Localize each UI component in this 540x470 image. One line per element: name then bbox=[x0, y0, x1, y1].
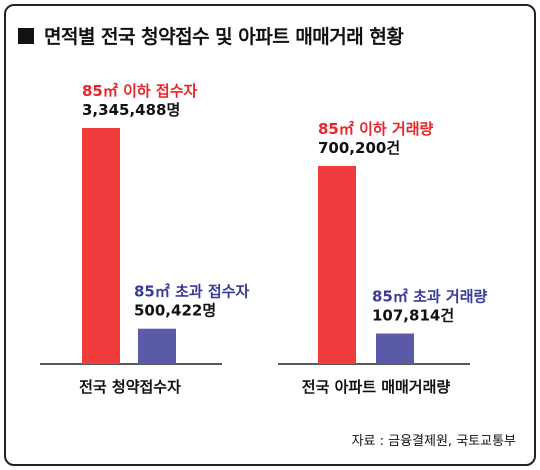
value-label: 500,422명 bbox=[134, 302, 216, 320]
bar-le85 bbox=[82, 128, 120, 364]
bar-le85 bbox=[318, 166, 356, 364]
series-label: 85㎡ 초과 거래량 bbox=[372, 288, 488, 306]
bar-gt85 bbox=[376, 333, 414, 364]
series-label: 85㎡ 이하 접수자 bbox=[82, 82, 198, 100]
bullet-square-icon bbox=[18, 27, 34, 44]
category-label: 전국 아파트 매매거래량 bbox=[302, 378, 451, 396]
series-label: 85㎡ 이하 거래량 bbox=[318, 120, 434, 138]
source-note: 자료 : 금융결제원, 국토교통부 bbox=[351, 434, 516, 449]
value-label: 3,345,488명 bbox=[82, 101, 180, 119]
value-label: 107,814건 bbox=[372, 307, 454, 325]
series-label: 85㎡ 초과 접수자 bbox=[134, 283, 250, 301]
chart-title: 면적별 전국 청약접수 및 아파트 매매거래 현황 bbox=[44, 26, 404, 48]
bar-gt85 bbox=[138, 328, 176, 364]
value-label: 700,200건 bbox=[318, 139, 400, 157]
category-label: 전국 청약접수자 bbox=[79, 378, 181, 396]
title-row: 면적별 전국 청약접수 및 아파트 매매거래 현황 bbox=[18, 22, 404, 49]
